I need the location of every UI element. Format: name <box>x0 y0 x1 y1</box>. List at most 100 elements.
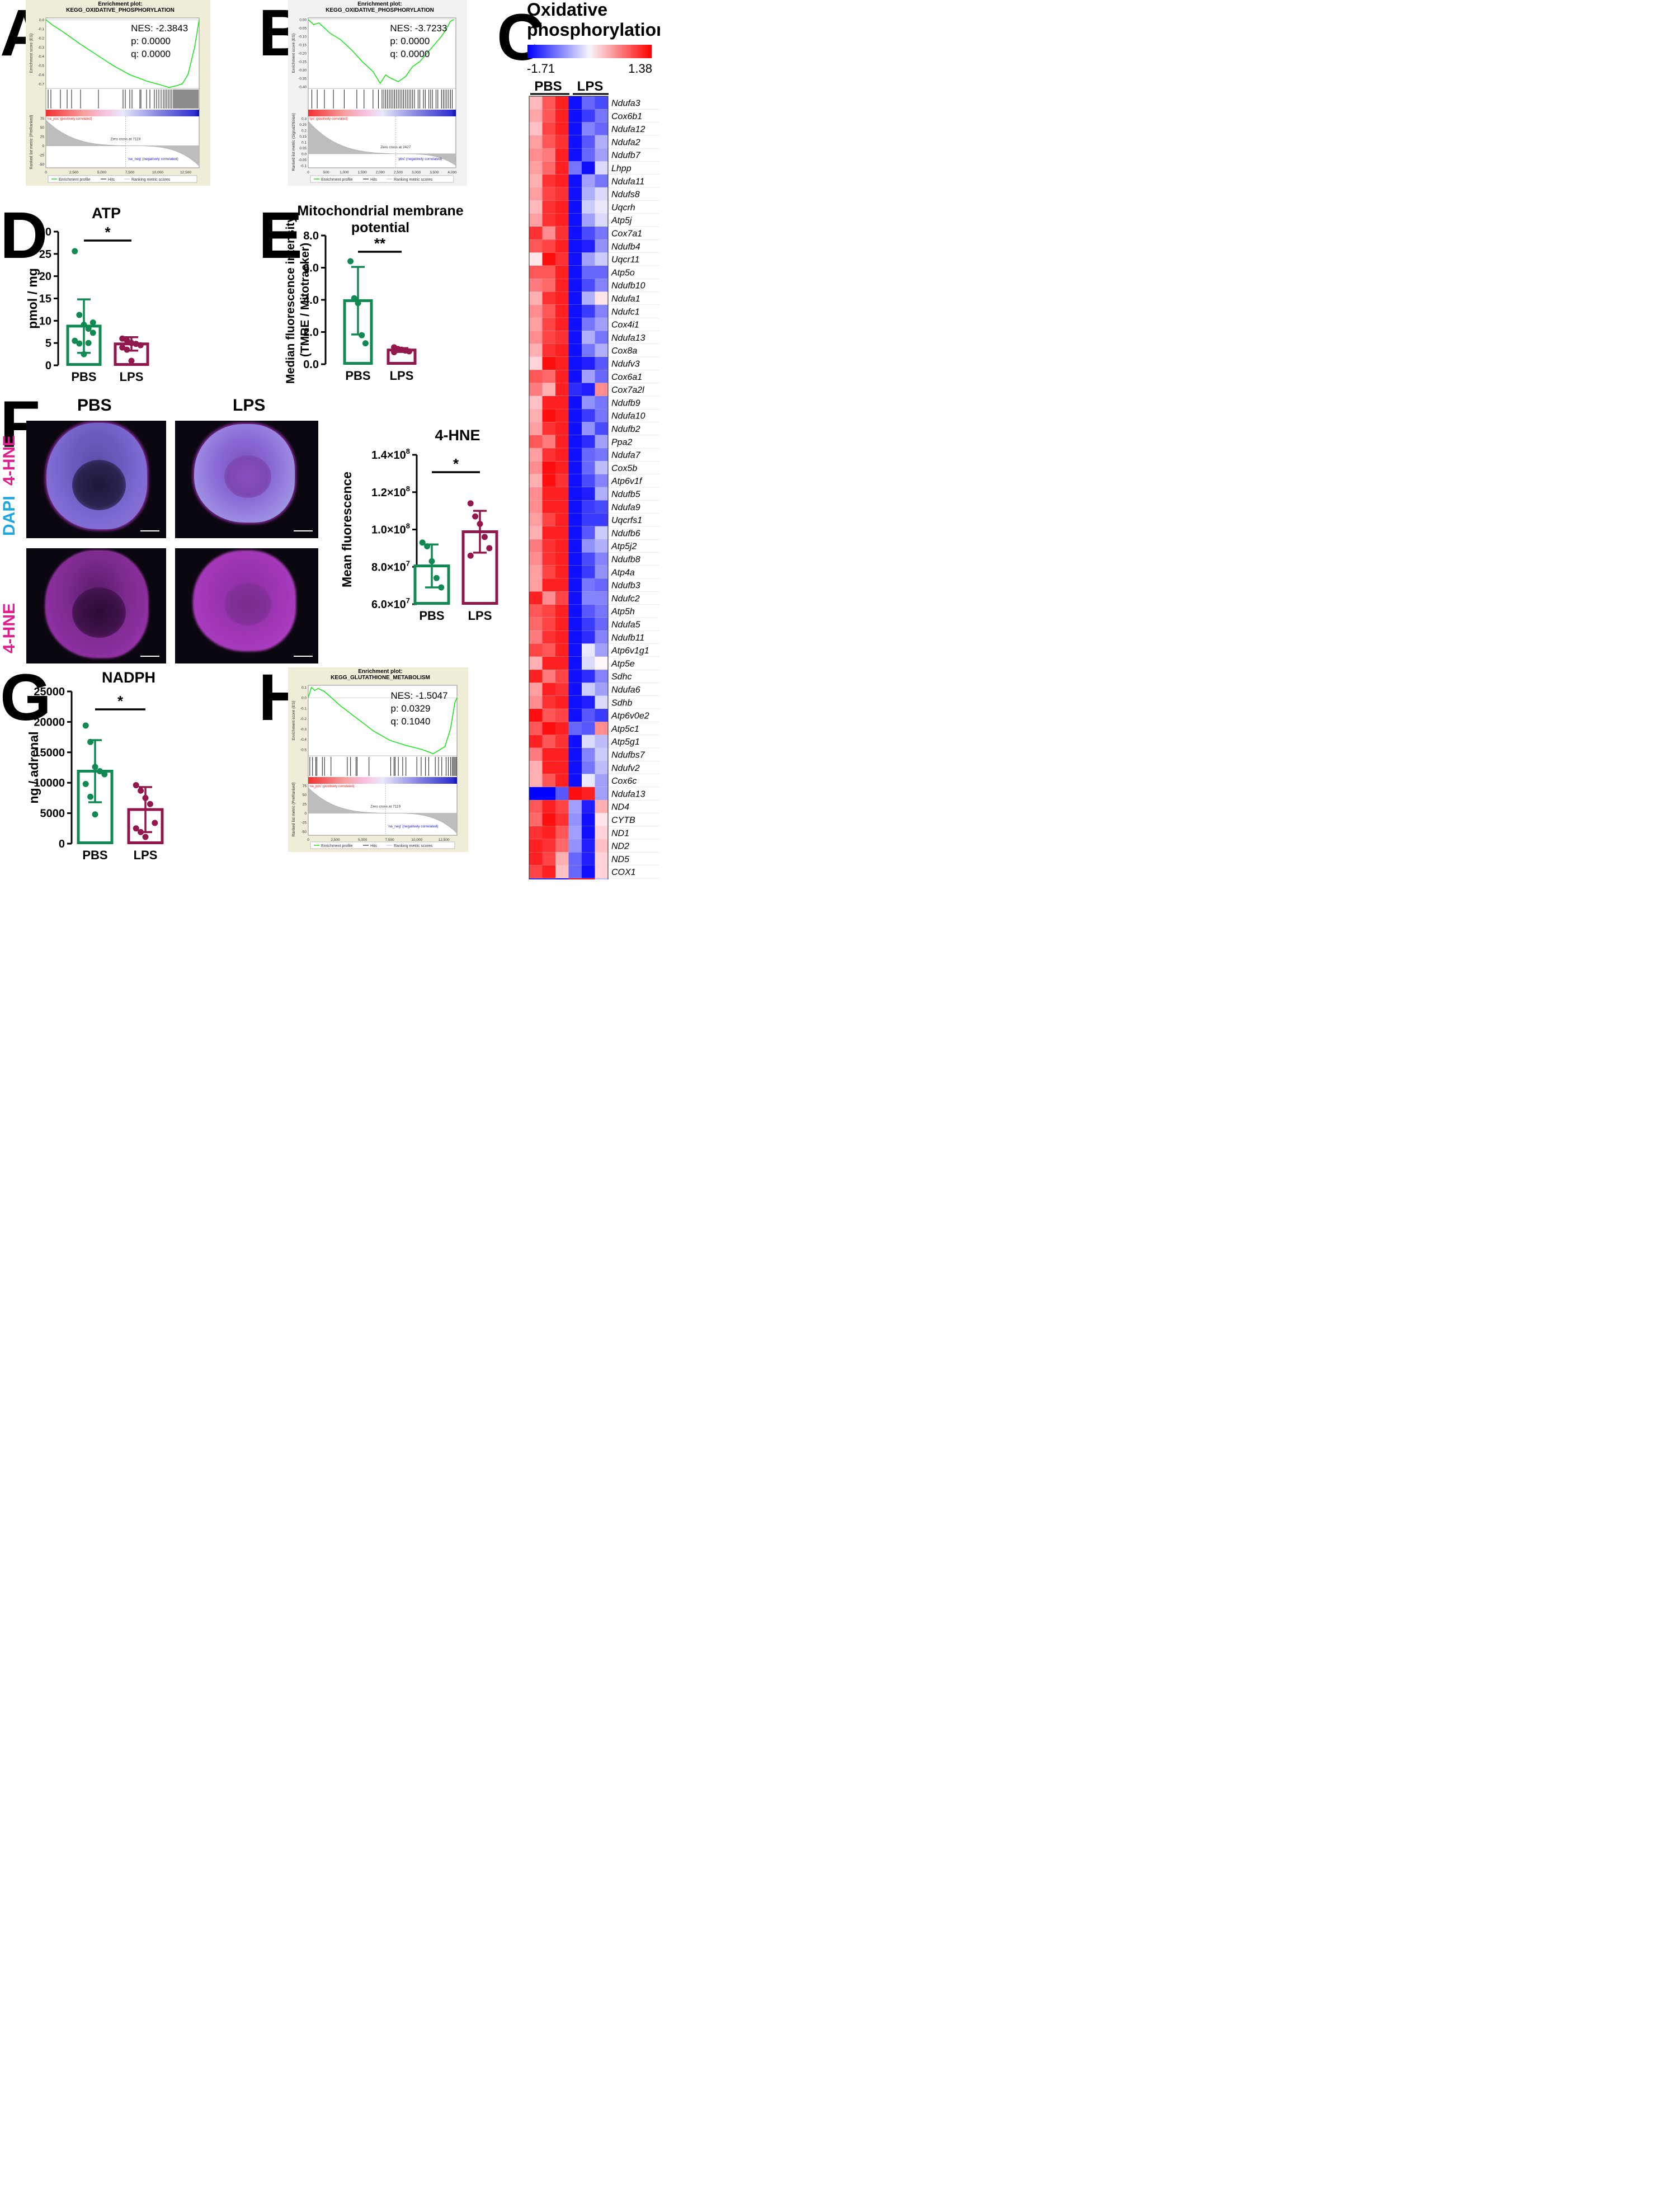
heatmap-cell <box>568 331 582 344</box>
gsea-legend-item: Enrichment profile <box>321 178 353 182</box>
heatmap-cell <box>582 279 595 292</box>
y-tick-exponent: 7 <box>406 559 410 567</box>
heatmap-cell <box>529 591 543 605</box>
heatmap-cell <box>582 122 595 136</box>
heatmap-cell <box>542 683 556 696</box>
gsea-legend-item: Ranking metric scores <box>394 178 433 182</box>
heatmap-cell <box>555 396 569 410</box>
micro-col-lps: LPS <box>233 396 266 415</box>
heatmap-cell <box>542 643 556 657</box>
bar-chart-title: NADPH <box>102 669 155 686</box>
y-tick-mantissa: 8.0×10 <box>371 561 406 573</box>
heatmap-cell <box>595 331 609 344</box>
gsea-stat: p: 0.0329 <box>391 703 431 714</box>
gsea-es-tick: -0.5 <box>300 748 307 752</box>
heatmap-cell <box>568 239 582 253</box>
y-axis-label: Median fluorescence intensity <box>284 216 297 384</box>
heatmap-cell <box>529 279 543 292</box>
heatmap-cell <box>542 279 556 292</box>
heatmap-cell <box>568 800 582 813</box>
heatmap-cell <box>555 695 569 709</box>
heatmap-cell <box>595 565 609 579</box>
heatmap-cell <box>595 552 609 566</box>
heatmap-cell <box>542 187 556 201</box>
heatmap-gene-label: Ndufa1 <box>611 294 640 304</box>
heatmap-cell <box>542 539 556 553</box>
heatmap-cell <box>595 252 609 266</box>
y-tick-mantissa: 6.0×10 <box>371 599 406 611</box>
bar-chart-title: ATP <box>92 205 121 222</box>
heatmap-cell <box>568 656 582 670</box>
data-point <box>82 722 89 729</box>
gsea-x-tick: 0 <box>307 838 309 842</box>
heatmap-gene-label: Atp6v1g1 <box>611 646 649 656</box>
heatmap-cell <box>568 813 582 827</box>
data-point <box>81 351 87 357</box>
heatmap-gene-label: Cox6c <box>611 776 637 786</box>
heatmap-cell <box>595 161 609 175</box>
heatmap-gene-label: Sdhc <box>611 672 632 682</box>
panel-label-e: E <box>258 199 303 272</box>
y-tick-label: 1.4×108 <box>371 447 410 462</box>
heatmap-gene-label: Atp5o <box>611 268 635 277</box>
gsea-es-tick: -0.3 <box>300 727 307 731</box>
gsea-neg-label: 'na_neg' (negatively correlated) <box>388 825 438 829</box>
data-point <box>359 332 365 338</box>
gsea-rank-axis-label: Ranked list metric (PreRanked) <box>292 782 296 836</box>
heatmap-cell <box>529 252 543 266</box>
heatmap-cell <box>529 604 543 618</box>
data-point <box>477 520 483 527</box>
x-tick-label: LPS <box>134 848 158 862</box>
heatmap-cell <box>529 331 543 344</box>
x-tick-label: LPS <box>468 609 492 623</box>
gsea-legend-item: Enrichment profile <box>59 178 91 182</box>
heatmap-gene-label: Atp5h <box>611 607 635 616</box>
gsea-stat: q: 0.1040 <box>391 716 431 727</box>
heatmap-cell <box>555 383 569 397</box>
heatmap-cell <box>542 331 556 344</box>
heatmap-color-scale <box>527 45 652 58</box>
gsea-rank-tick: -50 <box>39 163 45 167</box>
heatmap-cell <box>529 461 543 474</box>
heatmap-cell <box>529 630 543 644</box>
heatmap-cell <box>582 474 595 488</box>
gsea-stat: q: 0.0000 <box>131 49 171 59</box>
heatmap-cell <box>568 279 582 292</box>
heatmap-cell <box>595 878 609 879</box>
heatmap-cell <box>595 618 609 631</box>
heatmap-cell <box>555 865 569 879</box>
heatmap-cell <box>595 370 609 383</box>
data-point <box>486 545 493 552</box>
heatmap-cell <box>582 878 595 879</box>
gsea-es-tick: 0.0 <box>301 696 307 700</box>
gsea-rank-tick: 50 <box>303 793 307 797</box>
heatmap-cell <box>529 161 543 175</box>
data-point <box>481 534 488 540</box>
gsea-zero-cross-label: Zero cross at 2427 <box>380 145 411 149</box>
heatmap-cell <box>529 526 543 540</box>
heatmap-cell <box>529 565 543 579</box>
heatmap-cell <box>595 800 609 813</box>
heatmap-cell <box>555 839 569 853</box>
data-point <box>89 319 96 326</box>
y-tick-label: 25000 <box>34 686 65 698</box>
heatmap-gene-label: Atp5g1 <box>611 737 640 747</box>
heatmap-cell <box>529 852 543 865</box>
heatmap-cell <box>529 213 543 227</box>
heatmap-gene-label: Ndufa9 <box>611 503 640 512</box>
gsea-stat: q: 0.0000 <box>390 49 430 59</box>
heatmap-cell <box>555 291 569 305</box>
heatmap-cell <box>542 735 556 749</box>
data-point <box>133 825 139 832</box>
heatmap-cell <box>582 656 595 670</box>
data-point <box>72 248 78 255</box>
micro-image-pbs-merge <box>26 421 166 538</box>
data-point <box>128 357 135 364</box>
heatmap-cell <box>595 396 609 410</box>
gsea-es-tick: -0.4 <box>300 738 307 742</box>
gsea-es-tick: 0.0 <box>39 18 44 22</box>
heatmap-cell <box>529 539 543 553</box>
heatmap-cell <box>555 304 569 318</box>
gsea-title-line2: KEGG_OXIDATIVE_PHOSPHORYLATION <box>66 7 175 13</box>
heatmap-cell <box>582 109 595 123</box>
